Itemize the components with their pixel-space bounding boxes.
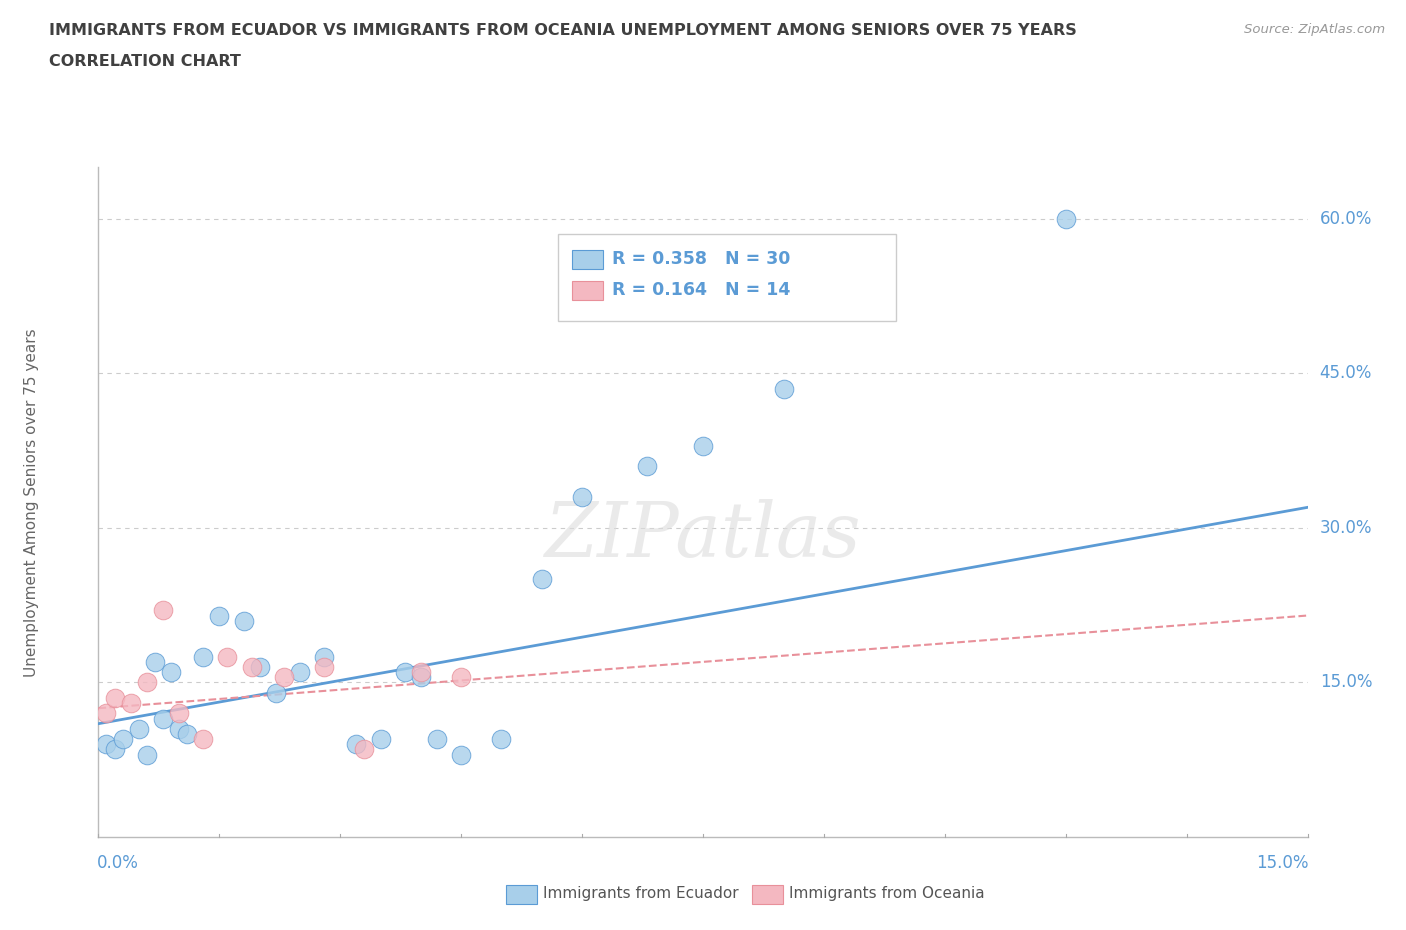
Point [160,665,183,680]
Point [152,603,174,618]
Point [135,675,157,690]
Text: Immigrants from Ecuador: Immigrants from Ecuador [543,886,738,901]
Point [135,747,157,762]
FancyBboxPatch shape [572,250,603,269]
Text: 30.0%: 30.0% [1320,519,1372,537]
Point [288,665,311,680]
Point [152,711,174,726]
Point [96,737,118,751]
Text: R = 0.358   N = 30: R = 0.358 N = 30 [612,250,790,268]
Text: Unemployment Among Seniors over 75 years: Unemployment Among Seniors over 75 years [24,328,39,676]
Point [120,696,142,711]
Point [426,732,449,747]
Text: 15.0%: 15.0% [1320,673,1372,692]
Point [103,690,125,705]
Point [450,670,472,684]
Text: 45.0%: 45.0% [1320,365,1372,382]
Point [273,670,295,684]
Point [249,659,271,674]
Point [370,732,392,747]
Point [96,706,118,721]
Point [193,649,215,664]
Point [409,665,432,680]
Text: R = 0.164   N = 14: R = 0.164 N = 14 [612,281,790,299]
Point [450,747,472,762]
Point [314,659,336,674]
Point [692,438,714,453]
Text: 0.0%: 0.0% [97,854,139,871]
Text: IMMIGRANTS FROM ECUADOR VS IMMIGRANTS FROM OCEANIA UNEMPLOYMENT AMONG SENIORS OV: IMMIGRANTS FROM ECUADOR VS IMMIGRANTS FR… [49,23,1077,38]
FancyBboxPatch shape [572,281,603,300]
Text: Immigrants from Oceania: Immigrants from Oceania [789,886,984,901]
Point [353,742,375,757]
Point [167,706,190,721]
Point [1054,211,1077,226]
Point [314,649,336,664]
Point [772,381,794,396]
Point [636,458,658,473]
Point [530,572,553,587]
Point [208,608,231,623]
Text: Source: ZipAtlas.com: Source: ZipAtlas.com [1244,23,1385,36]
Point [232,613,254,628]
Point [240,659,263,674]
Point [111,732,134,747]
Text: CORRELATION CHART: CORRELATION CHART [49,54,240,69]
Point [143,655,166,670]
Point [264,685,287,700]
Point [571,489,593,504]
Point [193,732,215,747]
Point [176,726,198,741]
Point [103,742,125,757]
Point [128,722,150,737]
Point [394,665,416,680]
Point [344,737,367,751]
Point [217,649,239,664]
FancyBboxPatch shape [558,234,897,322]
Text: 60.0%: 60.0% [1320,210,1372,228]
Point [491,732,513,747]
Text: ZIPatlas: ZIPatlas [544,498,862,573]
Text: 15.0%: 15.0% [1257,854,1309,871]
Point [167,722,190,737]
Point [409,670,432,684]
